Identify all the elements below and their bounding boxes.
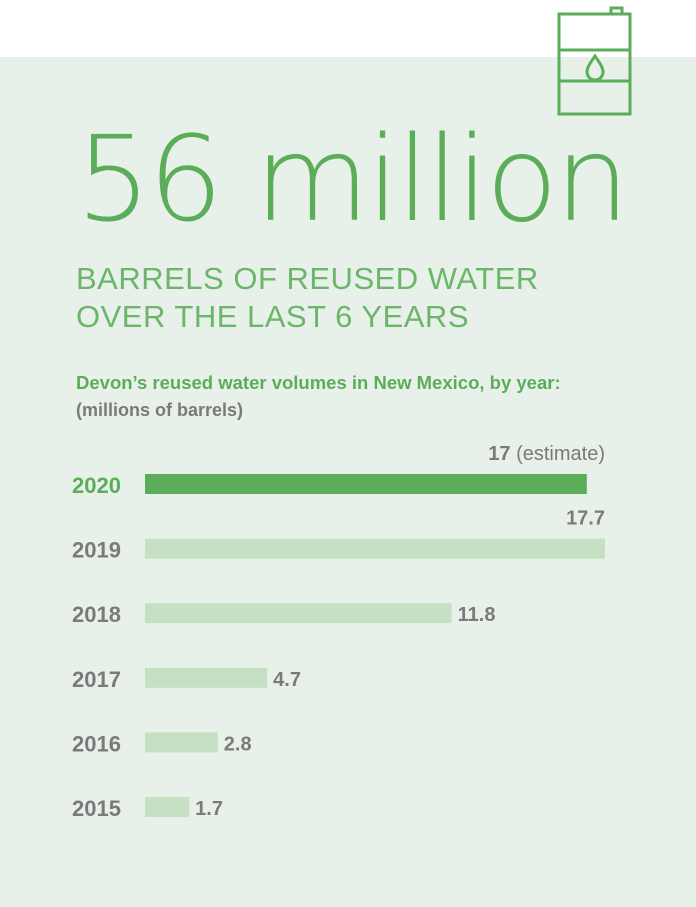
subtitle-line-1: BARRELS OF REUSED WATER	[76, 261, 539, 296]
bar-2020	[145, 474, 587, 494]
value-label-2019: 17.7	[566, 508, 605, 530]
category-label-2018: 2018	[72, 602, 121, 627]
subtitle-line-2: OVER THE LAST 6 YEARS	[76, 299, 469, 334]
oil-barrel-drop-icon	[557, 6, 632, 116]
headline-subtitle: BARRELS OF REUSED WATER OVER THE LAST 6 …	[76, 260, 539, 336]
value-label-2020: 17 (estimate)	[488, 443, 605, 465]
value-label-2017: 4.7	[273, 669, 301, 691]
value-label-2018: 11.8	[458, 604, 496, 626]
category-label-2016: 2016	[72, 731, 121, 756]
bar-2015	[145, 797, 190, 817]
bar-2016	[145, 732, 218, 753]
chart-units: (millions of barrels)	[76, 400, 244, 420]
value-label-2016: 2.8	[224, 733, 252, 755]
category-label-2020: 2020	[72, 473, 121, 498]
bar-2019	[145, 538, 605, 559]
bar-2017	[145, 667, 268, 688]
category-label-2019: 2019	[72, 538, 121, 563]
category-label-2017: 2017	[72, 667, 121, 692]
category-label-2015: 2015	[72, 796, 121, 821]
bar-2018	[145, 603, 452, 624]
value-label-2015: 1.7	[195, 798, 223, 820]
chart-title: Devon’s reused water volumes in New Mexi…	[76, 372, 561, 393]
headline-figure: 56 million	[76, 110, 630, 248]
